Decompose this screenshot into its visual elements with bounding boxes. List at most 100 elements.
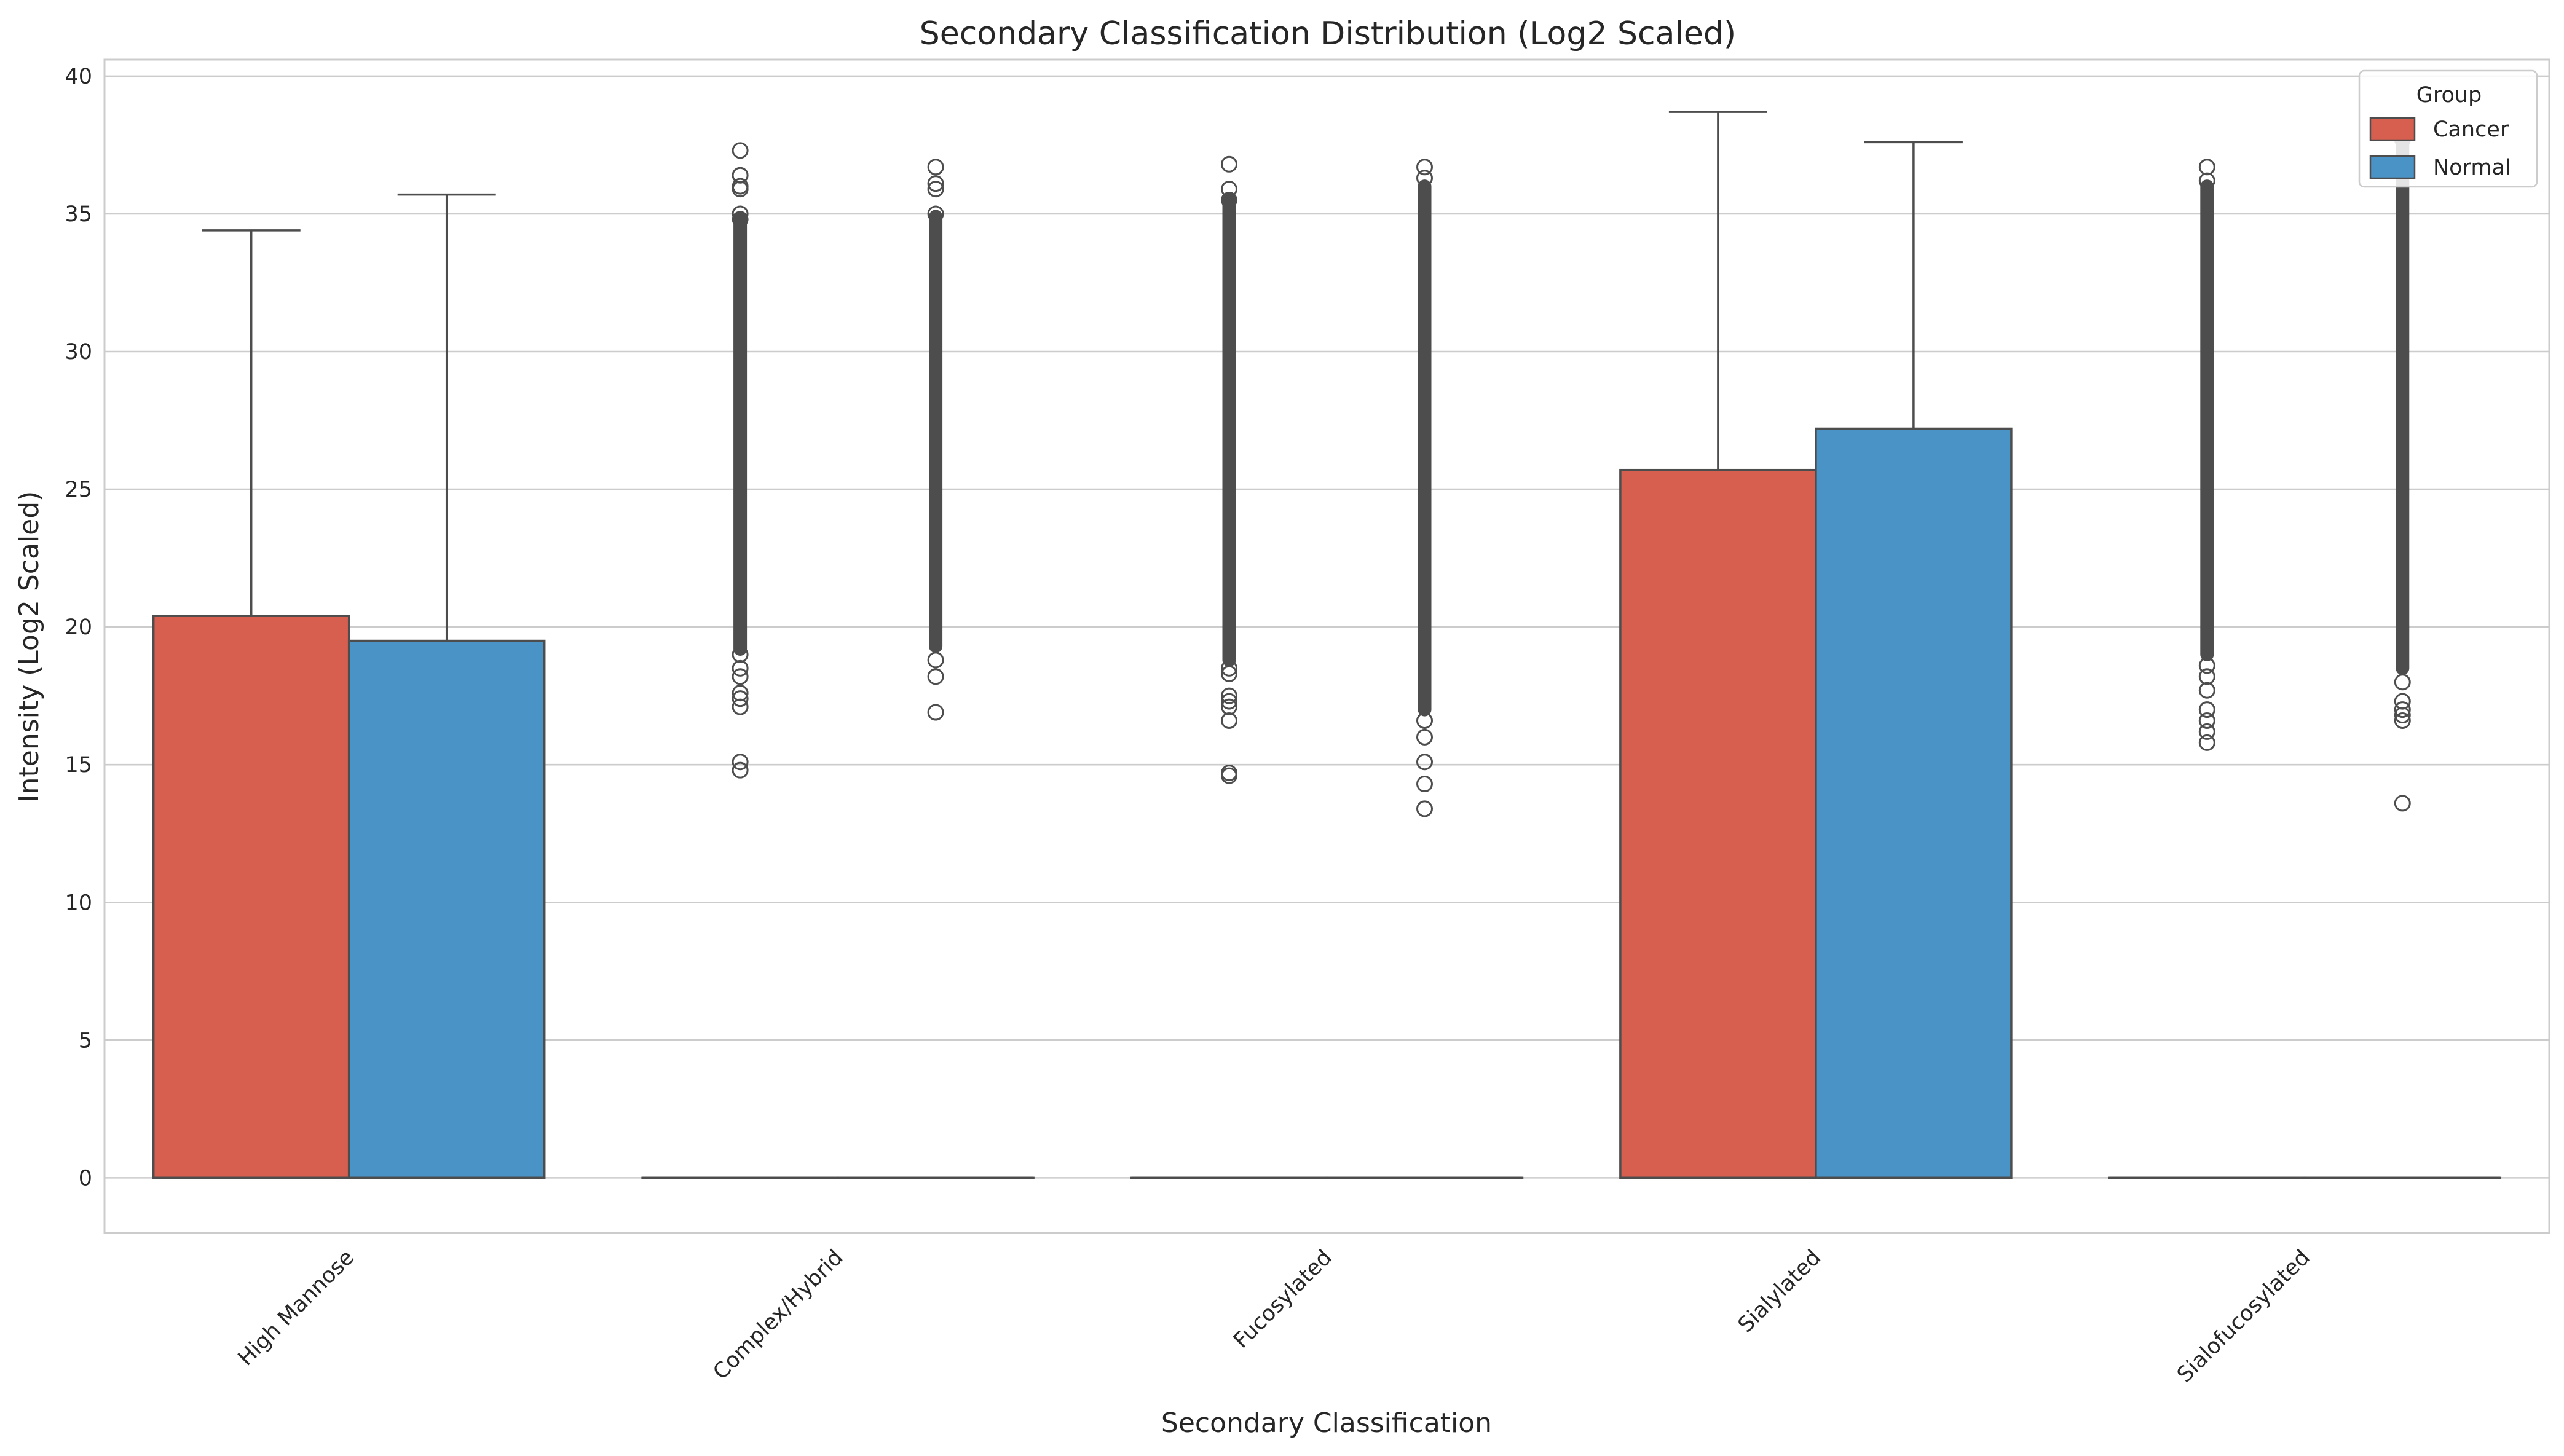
y-axis-label: Intensity (Log2 Scaled) <box>14 491 45 803</box>
outlier-point <box>1416 159 1433 176</box>
outlier-point <box>927 181 944 198</box>
outlier-point <box>2394 701 2411 718</box>
outlier-point <box>732 205 749 222</box>
box-cancer-2 <box>1130 155 1328 1179</box>
outlier-point <box>2394 707 2411 724</box>
outlier-point <box>1416 170 1433 187</box>
outlier-point <box>2198 712 2215 729</box>
y-tick-label: 0 <box>79 1166 92 1190</box>
outlier-point <box>2394 712 2411 729</box>
outlier-point <box>732 761 749 779</box>
box-normal-1 <box>837 159 1035 1179</box>
outlier-point <box>1416 776 1433 793</box>
outlier-point <box>1221 155 1237 173</box>
outlier-point <box>2198 701 2215 718</box>
outlier-band <box>2396 132 2410 675</box>
y-axis-ticks: 0 5 10 15 20 25 30 35 40 <box>65 65 92 1190</box>
box-body <box>1619 468 1817 1179</box>
outlier-band <box>733 212 748 656</box>
y-tick-label: 15 <box>65 753 92 777</box>
outlier-point <box>927 205 944 222</box>
box-cancer-1 <box>641 142 839 1179</box>
outlier-point <box>927 651 944 669</box>
outlier-band <box>929 210 943 653</box>
outlier-point <box>927 175 944 192</box>
outlier-point <box>927 704 944 721</box>
outlier-point <box>1221 192 1237 209</box>
box-body <box>152 615 350 1179</box>
y-tick-label: 35 <box>65 202 92 227</box>
legend-title: Group <box>2416 83 2482 108</box>
x-tick-label: High Mannose <box>234 1245 359 1371</box>
box-normal-4 <box>2303 131 2502 1179</box>
outlier-point <box>732 646 749 663</box>
box-normal-3 <box>1815 141 2013 1179</box>
outlier-point <box>2198 734 2215 751</box>
box-body <box>1815 427 2013 1179</box>
box-cancer-0 <box>152 229 350 1179</box>
outlier-point <box>732 754 749 771</box>
outlier-point <box>2198 682 2215 699</box>
outlier-point <box>732 659 749 677</box>
outlier-point <box>732 211 749 228</box>
outlier-point <box>1416 712 1433 729</box>
outlier-point <box>1221 687 1237 704</box>
legend-label-normal: Normal <box>2433 155 2511 180</box>
outlier-band <box>1222 193 1236 667</box>
box-normal-2 <box>1325 159 1524 1179</box>
box-cancer-4 <box>2108 159 2306 1179</box>
y-tick-label: 20 <box>65 615 92 640</box>
outlier-point <box>2198 159 2215 176</box>
chart-title: Secondary Classification Distribution (L… <box>920 15 1736 52</box>
outlier-point <box>732 668 749 685</box>
outlier-point <box>2198 657 2215 674</box>
outlier-band <box>1418 179 1432 717</box>
x-tick-label: Sialylated <box>1734 1245 1826 1337</box>
outlier-point <box>2198 723 2215 740</box>
outlier-point <box>2198 668 2215 685</box>
y-tick-label: 25 <box>65 478 92 502</box>
outlier-point <box>1221 693 1237 710</box>
outlier-point <box>1416 754 1433 771</box>
legend: Group Cancer Normal <box>2358 69 2538 188</box>
x-tick-label: Fucosylated <box>1229 1245 1337 1353</box>
y-tick-label: 30 <box>65 340 92 364</box>
outlier-point <box>1221 659 1237 677</box>
outlier-point <box>1221 712 1237 729</box>
y-tick-label: 40 <box>65 65 92 89</box>
x-axis-ticks: High Mannose Complex/Hybrid Fucosylated Sia… <box>234 1245 2315 1387</box>
outlier-point <box>1221 767 1237 784</box>
outlier-point <box>2394 795 2411 812</box>
outlier-point <box>732 698 749 715</box>
box-cancer-3 <box>1619 111 1817 1179</box>
outlier-point <box>2394 693 2411 710</box>
outlier-point <box>1221 698 1237 715</box>
plot-frame <box>103 58 2550 1234</box>
boxes <box>152 111 2502 1179</box>
outlier-point <box>732 142 749 159</box>
y-tick-label: 10 <box>65 891 92 915</box>
x-tick-label: Sialofucosylated <box>2172 1245 2314 1387</box>
box-body <box>347 639 546 1179</box>
outlier-point <box>732 690 749 707</box>
legend-swatch-cancer <box>2369 117 2416 141</box>
outlier-point <box>927 668 944 685</box>
outlier-point <box>1416 728 1433 746</box>
legend-swatch-normal <box>2369 155 2416 179</box>
outlier-point <box>1221 665 1237 682</box>
outlier-point <box>1221 181 1237 198</box>
outlier-band <box>2200 179 2214 661</box>
box-normal-0 <box>347 193 546 1179</box>
outlier-point <box>927 159 944 176</box>
outlier-point <box>732 181 749 198</box>
outlier-point <box>2198 172 2215 189</box>
x-axis-label: Secondary Classification <box>1161 1407 1492 1439</box>
outlier-point <box>732 685 749 702</box>
outlier-point <box>1416 800 1433 817</box>
y-tick-label: 5 <box>79 1028 92 1053</box>
outlier-point <box>2394 674 2411 691</box>
x-tick-label: Complex/Hybrid <box>709 1245 848 1385</box>
outlier-point <box>732 167 749 184</box>
legend-label-cancer: Cancer <box>2433 117 2509 142</box>
